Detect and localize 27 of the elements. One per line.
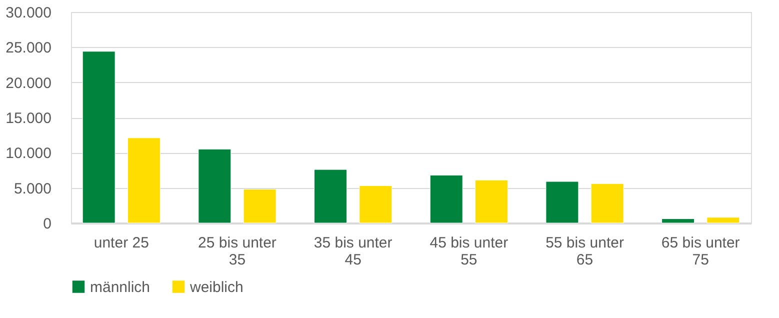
bar <box>546 181 579 224</box>
y-tick-label: 5.000 <box>14 180 52 198</box>
y-tick-label: 15.000 <box>6 110 52 127</box>
x-tick-label: 25 bis unter 35 <box>198 234 276 268</box>
y-tick-label: 10.000 <box>6 145 52 162</box>
bar <box>662 218 695 224</box>
bar <box>430 174 463 224</box>
bar <box>474 180 508 224</box>
bar <box>359 185 392 224</box>
legend-label: weiblich <box>189 278 244 296</box>
y-tick-label: 20.000 <box>6 74 52 92</box>
bar <box>314 169 348 224</box>
x-tick-label: 45 bis unter 55 <box>430 234 508 268</box>
bar <box>706 217 740 224</box>
x-tick-label: 55 bis unter 65 <box>546 234 624 268</box>
bar <box>127 138 160 224</box>
legend-label: männlich <box>90 278 150 296</box>
y-tick-label: 0 <box>43 216 52 232</box>
y-tick-label: 30.000 <box>6 4 52 22</box>
bar <box>82 51 116 224</box>
bar <box>590 183 624 224</box>
y-tick-label: 25.000 <box>6 40 52 57</box>
bar <box>198 148 232 224</box>
x-tick-label: 35 bis unter 45 <box>314 234 392 268</box>
x-tick-label: 65 bis unter 75 <box>661 234 740 268</box>
x-tick-label: unter 25 <box>94 234 149 252</box>
bar <box>243 188 276 224</box>
